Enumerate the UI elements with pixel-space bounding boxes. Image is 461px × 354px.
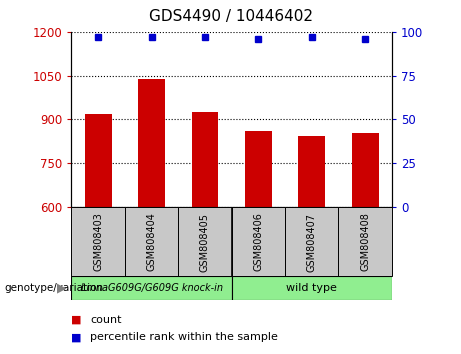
Text: GSM808403: GSM808403 — [93, 213, 103, 272]
Bar — [71, 207, 125, 276]
Text: GSM808408: GSM808408 — [360, 213, 370, 272]
Bar — [285, 207, 338, 276]
Text: GSM808405: GSM808405 — [200, 213, 210, 272]
Bar — [125, 207, 178, 276]
Text: GSM808407: GSM808407 — [307, 213, 317, 272]
Text: ■: ■ — [71, 315, 82, 325]
Text: GSM808404: GSM808404 — [147, 213, 157, 272]
Bar — [138, 79, 165, 207]
Bar — [192, 112, 219, 207]
Text: LmnaG609G/G609G knock-in: LmnaG609G/G609G knock-in — [81, 283, 223, 293]
Bar — [231, 276, 392, 300]
Text: percentile rank within the sample: percentile rank within the sample — [90, 332, 278, 342]
Bar — [178, 207, 231, 276]
Text: GDS4490 / 10446402: GDS4490 / 10446402 — [148, 9, 313, 24]
Bar — [298, 136, 325, 207]
Bar — [71, 276, 231, 300]
Bar — [245, 131, 272, 207]
Text: ■: ■ — [71, 332, 82, 342]
Bar — [338, 207, 392, 276]
Bar — [352, 133, 378, 207]
Bar — [231, 207, 285, 276]
Bar — [85, 114, 112, 207]
Text: ▶: ▶ — [57, 282, 67, 295]
Text: genotype/variation: genotype/variation — [5, 283, 104, 293]
Text: wild type: wild type — [286, 283, 337, 293]
Text: GSM808406: GSM808406 — [254, 213, 263, 272]
Text: count: count — [90, 315, 121, 325]
